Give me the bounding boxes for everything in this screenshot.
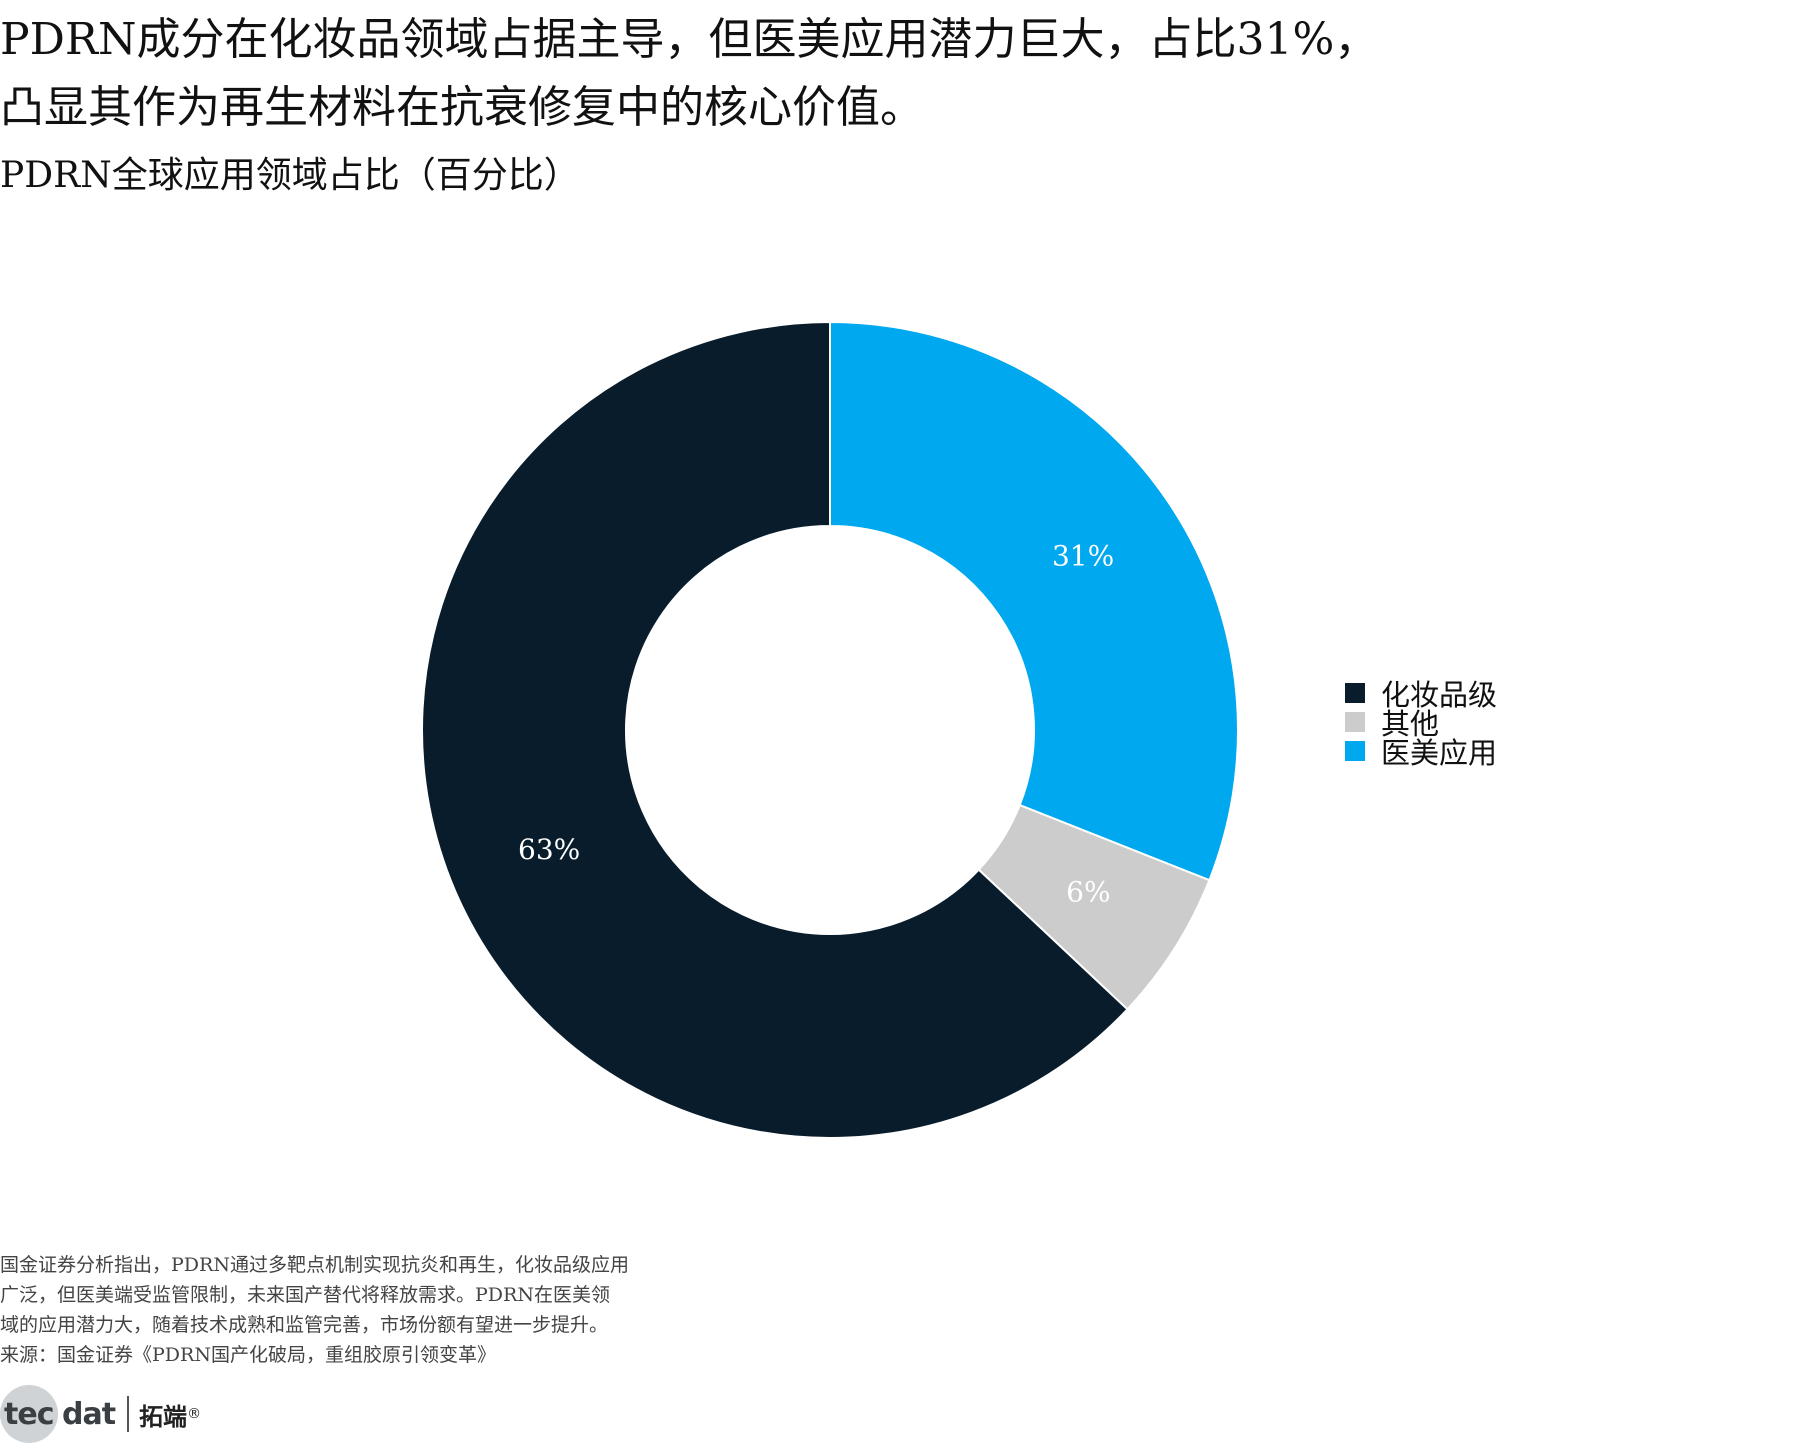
tecdat-logo: tec dat 拓端 ®: [0, 1385, 202, 1443]
logo-registered-mark: ®: [187, 1406, 202, 1422]
label-other: 6%: [1066, 875, 1110, 908]
label-medical-aesthetic: 31%: [1052, 540, 1114, 573]
note-line-1: 国金证券分析指出，PDRN通过多靶点机制实现抗炎和再生，化妆品级应用: [0, 1254, 629, 1276]
chart-subtitle: PDRN全球应用领域占比（百分比）: [0, 155, 580, 196]
chart-legend: 化妆品级 其他 医美应用: [1345, 678, 1497, 770]
legend-label-other: 其他: [1381, 706, 1440, 741]
chart-title-line-2: 凸显其作为再生材料在抗衰修复中的核心价值。: [0, 82, 924, 133]
legend-swatch-other: [1345, 711, 1365, 732]
label-cosmetic: 63%: [518, 833, 580, 866]
source-note: 国金证券分析指出，PDRN通过多靶点机制实现抗炎和再生，化妆品级应用 广泛，但医…: [0, 1250, 660, 1370]
note-line-4: 来源：国金证券《PDRN国产化破局，重组胶原引领变革》: [0, 1344, 496, 1366]
logo-circle-icon: tec: [0, 1385, 58, 1443]
logo-divider: [127, 1396, 130, 1432]
logo-word-left: tec: [4, 1396, 54, 1432]
legend-item-other: 其他: [1345, 707, 1497, 741]
note-line-2: 广泛，但医美端受监管限制，未来国产替代将释放需求。PDRN在医美领: [0, 1284, 610, 1306]
legend-label-cosmetic: 化妆品级: [1381, 677, 1498, 712]
legend-item-medical-aesthetic: 医美应用: [1345, 736, 1497, 770]
chart-title: PDRN成分在化妆品领域占据主导，但医美应用潜力巨大，占比31%， 凸显其作为再…: [0, 6, 1780, 142]
slice-medical-aesthetic: [829, 320, 1239, 882]
legend-swatch-cosmetic: [1345, 682, 1365, 703]
legend-label-medical-aesthetic: 医美应用: [1381, 735, 1498, 770]
chart-title-line-1: PDRN成分在化妆品领域占据主导，但医美应用潜力巨大，占比31%，: [0, 14, 1379, 65]
logo-cn-name: 拓端: [139, 1402, 188, 1431]
logo-word-right: dat: [62, 1396, 116, 1432]
slice-cosmetic: [421, 320, 1129, 1139]
note-line-3: 域的应用潜力大，随着技术成熟和监管完善，市场份额有望进一步提升。: [0, 1314, 609, 1336]
legend-swatch-medical-aesthetic: [1345, 740, 1365, 761]
legend-item-cosmetic: 化妆品级: [1345, 678, 1497, 712]
